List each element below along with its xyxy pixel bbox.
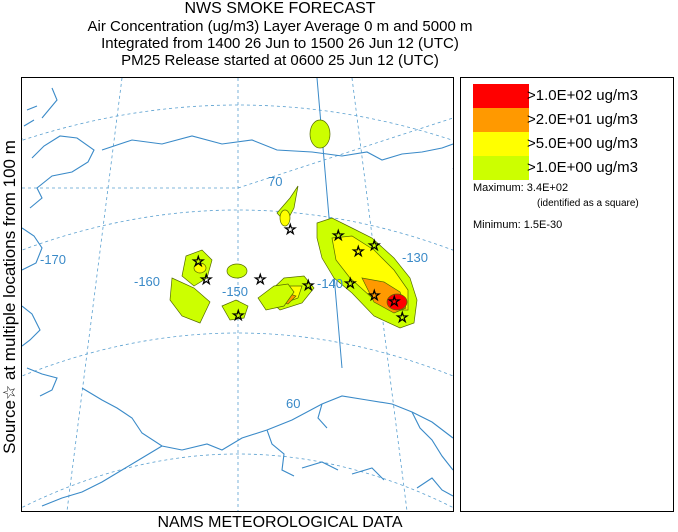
legend-swatch: [473, 84, 529, 108]
longitude-label: -160: [134, 274, 160, 289]
legend-label: >5.0E+00 ug/m3: [527, 135, 638, 152]
svg-text:☆: ☆: [388, 293, 401, 309]
coordinate-labels: -170 -160 -150 -140 -130 70 60: [40, 174, 428, 411]
legend-label: >2.0E+01 ug/m3: [527, 111, 638, 128]
legend-entry: >1.0E+02 ug/m3: [473, 84, 673, 108]
maximum-note: (identified as a square): [537, 198, 639, 209]
legend-swatch: [473, 156, 529, 180]
smoke-map: ☆ ☆ ☆ ☆ ☆ ☆ ☆ ☆ ☆ ☆ ☆ ☆ ☆ -170 -160 -150…: [22, 78, 453, 511]
map-title: NWS SMOKE FORECAST: [184, 0, 376, 17]
smoke-plumes: [169, 119, 418, 329]
svg-text:☆: ☆: [352, 243, 365, 259]
latitude-label: 70: [268, 174, 282, 189]
subtitle-concentration: Air Concentration (ug/m3) Layer Average …: [87, 18, 473, 35]
longitude-label: -140: [317, 276, 343, 291]
longitude-label: -170: [40, 252, 66, 267]
subtitle-release: PM25 Release started at 0600 25 Jun 12 (…: [121, 52, 439, 69]
subtitle-integration: Integrated from 1400 26 Jun to 1500 26 J…: [101, 35, 459, 52]
legend-swatch: [473, 108, 529, 132]
coastlines: [22, 87, 453, 507]
svg-text:☆: ☆: [192, 253, 205, 269]
data-source-footer: NAMS METEOROLOGICAL DATA: [157, 514, 403, 531]
svg-text:☆: ☆: [284, 221, 297, 237]
svg-text:☆: ☆: [344, 275, 357, 291]
legend-label: >1.0E+00 ug/m3: [527, 159, 638, 176]
latitude-label: 60: [286, 396, 300, 411]
svg-text:☆: ☆: [254, 271, 267, 287]
longitude-label: -150: [222, 284, 248, 299]
source-location-label: Source☆ at multiple locations from 100 m: [0, 140, 19, 454]
map-panel: ☆ ☆ ☆ ☆ ☆ ☆ ☆ ☆ ☆ ☆ ☆ ☆ ☆ -170 -160 -150…: [21, 77, 454, 512]
legend-panel: >1.0E+02 ug/m3 >2.0E+01 ug/m3 >5.0E+00 u…: [460, 77, 674, 512]
svg-text:☆: ☆: [368, 237, 381, 253]
maximum-label: Maximum: 3.4E+02: [473, 182, 569, 194]
svg-text:☆: ☆: [396, 309, 409, 325]
svg-text:☆: ☆: [368, 287, 381, 303]
legend-swatch: [473, 132, 529, 156]
legend-label: >1.0E+02 ug/m3: [527, 87, 638, 104]
legend-entry: >5.0E+00 ug/m3: [473, 132, 673, 156]
legend-entry: >2.0E+01 ug/m3: [473, 108, 673, 132]
legend-entry: >1.0E+00 ug/m3: [473, 156, 673, 180]
svg-text:☆: ☆: [200, 271, 213, 287]
svg-text:☆: ☆: [302, 277, 315, 293]
minimum-label: Minimum: 1.5E-30: [473, 219, 563, 231]
svg-text:☆: ☆: [332, 227, 345, 243]
svg-text:☆: ☆: [232, 307, 245, 323]
longitude-label: -130: [402, 250, 428, 265]
source-markers: ☆ ☆ ☆ ☆ ☆ ☆ ☆ ☆ ☆ ☆ ☆ ☆ ☆: [192, 221, 409, 326]
